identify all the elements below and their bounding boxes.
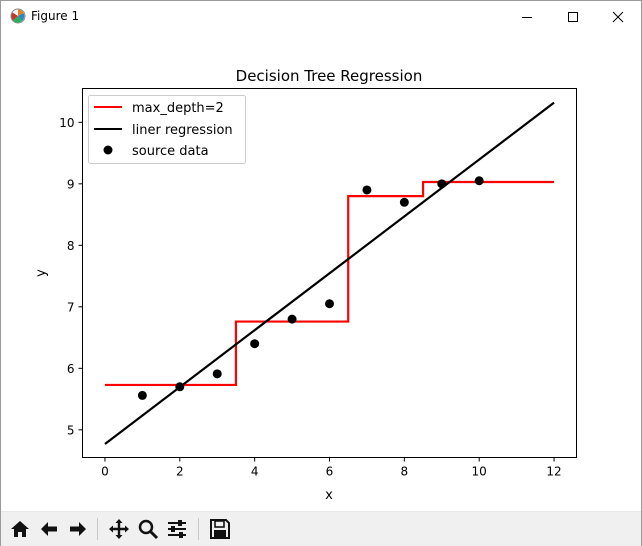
source-data-point xyxy=(437,179,447,189)
zoom-button[interactable] xyxy=(135,516,161,542)
minimize-icon xyxy=(522,16,532,18)
window-title: Figure 1 xyxy=(31,9,80,23)
home-icon xyxy=(11,521,29,537)
back-arrow-icon xyxy=(41,522,57,536)
legend-label-max-depth: max_depth=2 xyxy=(132,101,224,116)
zoom-magnifier-icon xyxy=(138,519,159,540)
axes-frame xyxy=(82,88,577,458)
x-tick-label: 0 xyxy=(101,465,109,479)
home-button[interactable] xyxy=(7,516,33,542)
x-axis-label: x xyxy=(325,488,333,503)
minimize-button[interactable] xyxy=(504,1,550,32)
x-tick-label: 8 xyxy=(401,465,409,479)
source-data-point xyxy=(287,314,297,324)
y-axis-label: y xyxy=(34,269,49,277)
matplotlib-figure-icon xyxy=(10,8,26,24)
legend: max_depth=2 liner regression source data xyxy=(88,95,246,164)
x-tick-label: 6 xyxy=(326,465,334,479)
y-tick-label: 5 xyxy=(67,423,75,437)
y-tick-label: 7 xyxy=(67,300,75,314)
save-floppy-icon xyxy=(210,519,230,539)
close-button[interactable] xyxy=(595,1,641,32)
navigation-toolbar xyxy=(1,511,641,546)
source-data-point xyxy=(175,382,185,392)
maximize-button[interactable] xyxy=(550,1,596,32)
source-data-point xyxy=(250,339,260,349)
x-tick-label: 12 xyxy=(546,465,561,479)
source-data-point xyxy=(474,176,484,186)
toolbar-separator xyxy=(97,518,98,540)
legend-handle-source-data xyxy=(103,145,113,155)
configure-subplots-button[interactable] xyxy=(164,516,190,542)
x-tick-label: 2 xyxy=(176,465,184,479)
x-tick-label: 10 xyxy=(472,465,487,479)
pan-move-icon xyxy=(109,519,129,539)
y-tick-label: 8 xyxy=(67,239,75,253)
legend-box xyxy=(88,95,246,164)
forward-button[interactable] xyxy=(65,516,91,542)
maximize-icon xyxy=(568,11,578,22)
source-data-point xyxy=(399,197,409,207)
chart[interactable]: Decision Tree Regression 0 2 4 6 8 10 12 5 6 7 8 9 1… xyxy=(1,32,641,510)
close-icon xyxy=(612,11,624,22)
toolbar-separator xyxy=(198,518,199,540)
source-data-point xyxy=(362,185,372,195)
chart-title: Decision Tree Regression xyxy=(236,67,423,85)
y-tick-label: 10 xyxy=(59,116,74,130)
source-data-point xyxy=(212,369,222,379)
legend-label-source-data: source data xyxy=(132,144,209,159)
forward-arrow-icon xyxy=(70,522,86,536)
y-tick-label: 9 xyxy=(67,177,75,191)
sliders-icon xyxy=(168,520,186,538)
y-tick-label: 6 xyxy=(67,362,75,376)
x-tick-label: 4 xyxy=(251,465,259,479)
save-button[interactable] xyxy=(207,516,233,542)
title-bar[interactable]: Figure 1 xyxy=(1,1,641,32)
back-button[interactable] xyxy=(36,516,62,542)
figure-canvas[interactable]: Decision Tree Regression 0 2 4 6 8 10 12 5 6 7 8 9 1… xyxy=(1,32,641,510)
pan-button[interactable] xyxy=(106,516,132,542)
legend-label-liner-regression: liner regression xyxy=(132,123,233,138)
source-data-point xyxy=(137,390,147,400)
source-data-point xyxy=(325,299,334,309)
max-depth-2-line xyxy=(104,180,555,387)
